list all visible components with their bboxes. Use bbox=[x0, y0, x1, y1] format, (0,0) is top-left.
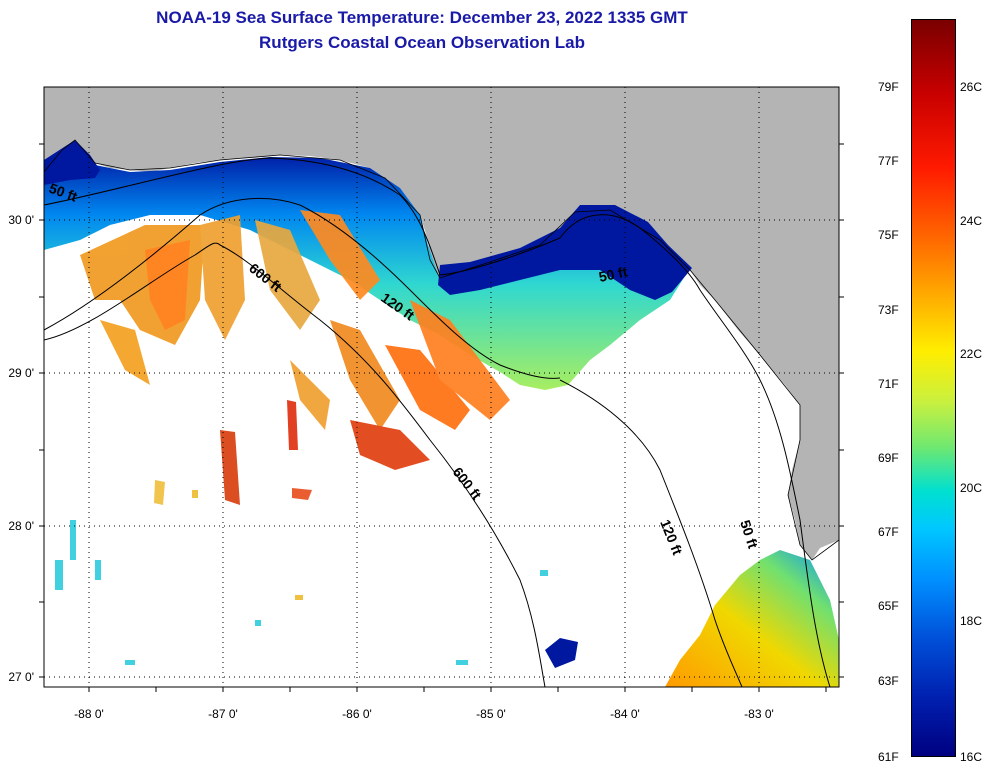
sst-speckles bbox=[55, 490, 548, 665]
sst-map: -88 0' -87 0' -86 0' -85 0' -84 0' -83 0… bbox=[8, 86, 844, 721]
warm-filaments bbox=[80, 210, 510, 505]
colorbar-label-f: 67F bbox=[878, 525, 899, 539]
cold-patch bbox=[545, 638, 578, 668]
map-frame bbox=[43, 86, 840, 688]
depth-label: 50 ft bbox=[597, 263, 629, 285]
colorbar-label-f: 73F bbox=[878, 303, 899, 317]
map-title: NOAA-19 Sea Surface Temperature: Decembe… bbox=[156, 8, 688, 27]
lon-label: -88 0' bbox=[74, 707, 104, 721]
lat-label: 30 0' bbox=[8, 213, 34, 227]
colorbar-label-f: 75F bbox=[878, 228, 899, 242]
lon-label: -85 0' bbox=[476, 707, 506, 721]
lat-label: 27 0' bbox=[8, 670, 34, 684]
coastline bbox=[44, 139, 839, 561]
land-area bbox=[44, 87, 839, 560]
colorbar-label-c: 22C bbox=[960, 347, 983, 361]
colorbar-label-f: 63F bbox=[878, 674, 899, 688]
graticule bbox=[44, 87, 839, 687]
nearshore-cold-water bbox=[44, 140, 692, 300]
colorbar-label-f: 65F bbox=[878, 599, 899, 613]
depth-contours bbox=[44, 157, 831, 687]
tick-marks bbox=[39, 143, 844, 692]
colorbar-label-f: 61F bbox=[878, 750, 899, 764]
lat-label: 28 0' bbox=[8, 519, 34, 533]
colorbar-label-c: 18C bbox=[960, 614, 983, 628]
colorbar-label-c: 20C bbox=[960, 481, 983, 495]
lat-label: 29 0' bbox=[8, 366, 34, 380]
southern-shelf-sst bbox=[665, 550, 839, 687]
map-subtitle: Rutgers Coastal Ocean Observation Lab bbox=[259, 33, 585, 52]
colorbar-label-f: 77F bbox=[878, 154, 899, 168]
colorbar-label-f: 79F bbox=[878, 80, 899, 94]
lon-label: -83 0' bbox=[744, 707, 774, 721]
lon-label: -86 0' bbox=[342, 707, 372, 721]
temperature-colorbar bbox=[911, 19, 956, 757]
colorbar-label-c: 16C bbox=[960, 750, 983, 764]
lon-label: -84 0' bbox=[610, 707, 640, 721]
colorbar-label-f: 71F bbox=[878, 377, 899, 391]
lon-label: -87 0' bbox=[208, 707, 238, 721]
colorbar-label-c: 26C bbox=[960, 80, 983, 94]
colorbar-label-f: 69F bbox=[878, 451, 899, 465]
colorbar-label-c: 24C bbox=[960, 214, 983, 228]
